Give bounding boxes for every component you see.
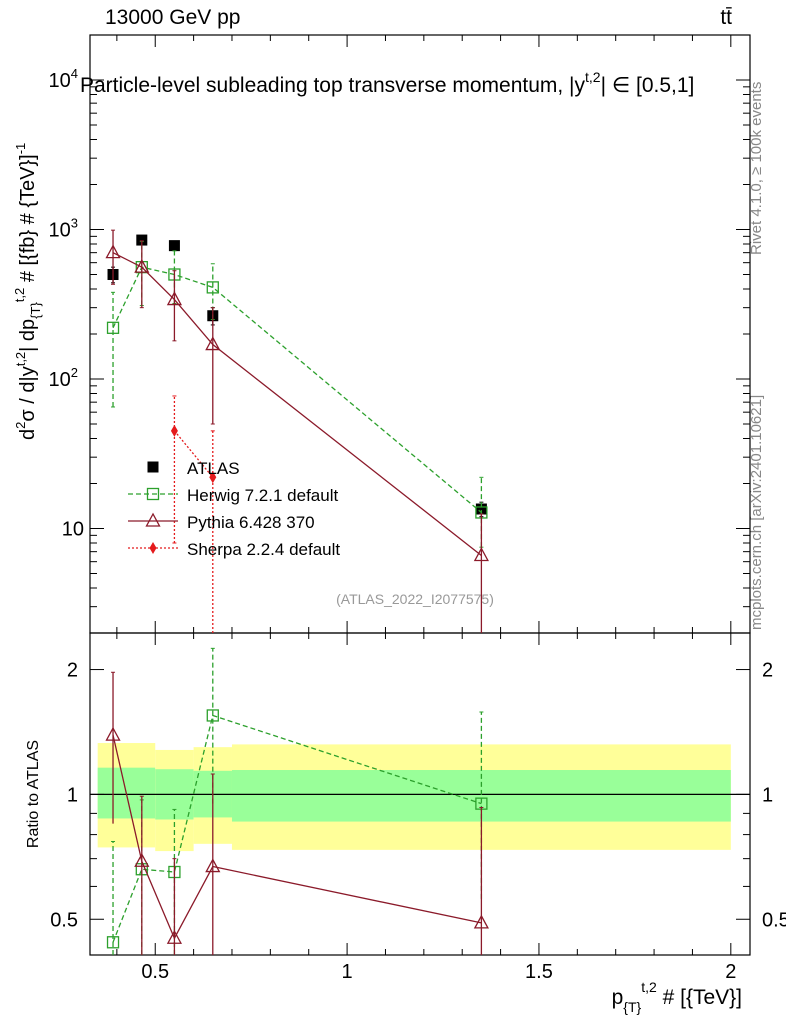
x-tick-label: 1.5 [525, 961, 553, 983]
x-tick-label: 2 [725, 961, 736, 983]
y-tick-label: 104 [49, 66, 78, 92]
ratio-point [105, 726, 121, 741]
legend-label: Pythia 6.428 370 [187, 513, 315, 532]
main-series-group [105, 229, 489, 633]
mcplots-label: mcplots.cern.ch [arXiv:2401.10621] [748, 395, 765, 630]
x-tick-label: 1 [342, 961, 353, 983]
data-point [206, 281, 219, 294]
ratio-y-tick-label: 1 [67, 784, 78, 806]
ratio-point [166, 929, 183, 944]
data-point [205, 336, 221, 351]
series-pythia [105, 229, 489, 633]
ratio-point [134, 852, 150, 867]
data-point [170, 424, 178, 437]
data-point [106, 321, 120, 334]
legend-label: ATLAS [187, 459, 240, 478]
axis-ticks: 10 102 103 104 0.5 0.5 1 1 2 2 0.5 1 1.5 2 [49, 34, 786, 983]
y-tick-label: 103 [49, 216, 78, 242]
ratio-y-tick-label: 0.5 [50, 909, 78, 931]
y-tick-label: 10 [62, 519, 84, 541]
ratio-y-tick-label-right: 2 [762, 660, 773, 682]
legend-marker [146, 487, 160, 501]
data-point [209, 471, 217, 484]
x-tick-label: 0.5 [141, 961, 169, 983]
legend-marker [147, 461, 159, 473]
ratio-y-axis-label: Ratio to ATLAS [25, 740, 42, 848]
ratio-point [106, 936, 120, 949]
y-tick-label: 102 [49, 365, 78, 391]
legend-marker [149, 542, 157, 554]
data-point [166, 291, 183, 306]
data-point [473, 547, 489, 562]
header-energy-label: 13000 GeV pp [105, 6, 240, 29]
ratio-series-pythia [105, 671, 489, 955]
series-atlas [107, 234, 487, 518]
ratio-series-group [105, 647, 489, 955]
ratio-point [473, 914, 489, 929]
series-sherpa [170, 395, 217, 633]
plot-title: Particle-level subleading top transverse… [80, 69, 694, 97]
ratio-point [205, 858, 221, 873]
x-axis-label: p{T}t,2 # [{TeV}] [612, 979, 742, 1015]
legend-marker [145, 512, 161, 527]
ratio-y-tick-label: 2 [67, 660, 78, 682]
data-point [105, 244, 121, 259]
rivet-version-label: Rivet 4.1.0, ≥ 100k events [748, 82, 765, 255]
legend: ATLAS Herwig 7.2.1 default Pythia 6.428 37… [128, 459, 340, 559]
legend-label: Herwig 7.2.1 default [187, 486, 338, 505]
ratio-y-tick-label-right: 1 [762, 784, 773, 806]
data-point [168, 240, 180, 252]
data-point [134, 258, 150, 273]
analysis-watermark: (ATLAS_2022_I2077575) [336, 591, 494, 607]
y-axis-label: d2σ / d|yt,2| dp{T}t,2 # [{fb} # {TeV}]-… [12, 143, 43, 440]
legend-label: Sherpa 2.2.4 default [187, 540, 340, 559]
data-point [475, 503, 487, 515]
header-process-label: tt̄ [720, 6, 732, 29]
ratio-line [112, 714, 482, 943]
series-line [112, 252, 482, 556]
ratio-point [206, 709, 219, 722]
data-point [136, 234, 148, 246]
ratio-y-tick-label-right: 0.5 [762, 909, 786, 931]
